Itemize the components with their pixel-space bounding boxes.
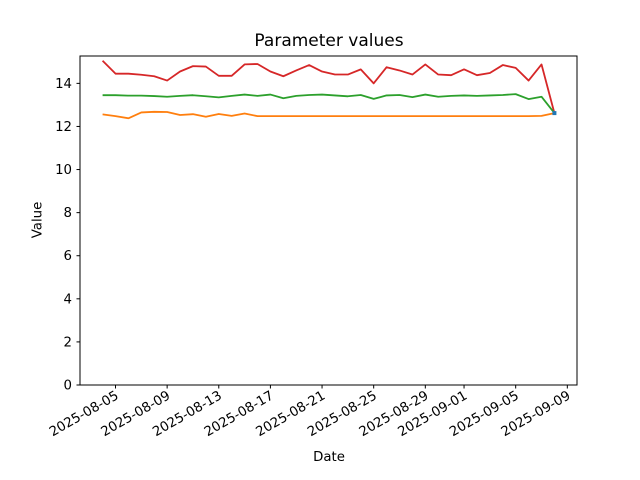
- y-tick-label: 6: [64, 249, 72, 264]
- plot-border: [79, 55, 578, 386]
- y-tick-label: 14: [55, 77, 72, 92]
- series-green-line: [102, 93, 556, 114]
- y-tick-label: 10: [55, 163, 72, 178]
- y-tick-label: 0: [64, 379, 72, 394]
- y-tick-label: 12: [55, 120, 72, 135]
- series-orange-line: [102, 110, 555, 120]
- endpoint-marker: [552, 111, 557, 116]
- y-tick-label: 8: [64, 206, 72, 221]
- series-red-line: [101, 60, 556, 114]
- y-tick-label: 2: [64, 335, 72, 350]
- chart-title: Parameter values: [254, 31, 404, 51]
- x-axis-label: Date: [313, 450, 345, 465]
- y-tick-label: 4: [64, 292, 72, 307]
